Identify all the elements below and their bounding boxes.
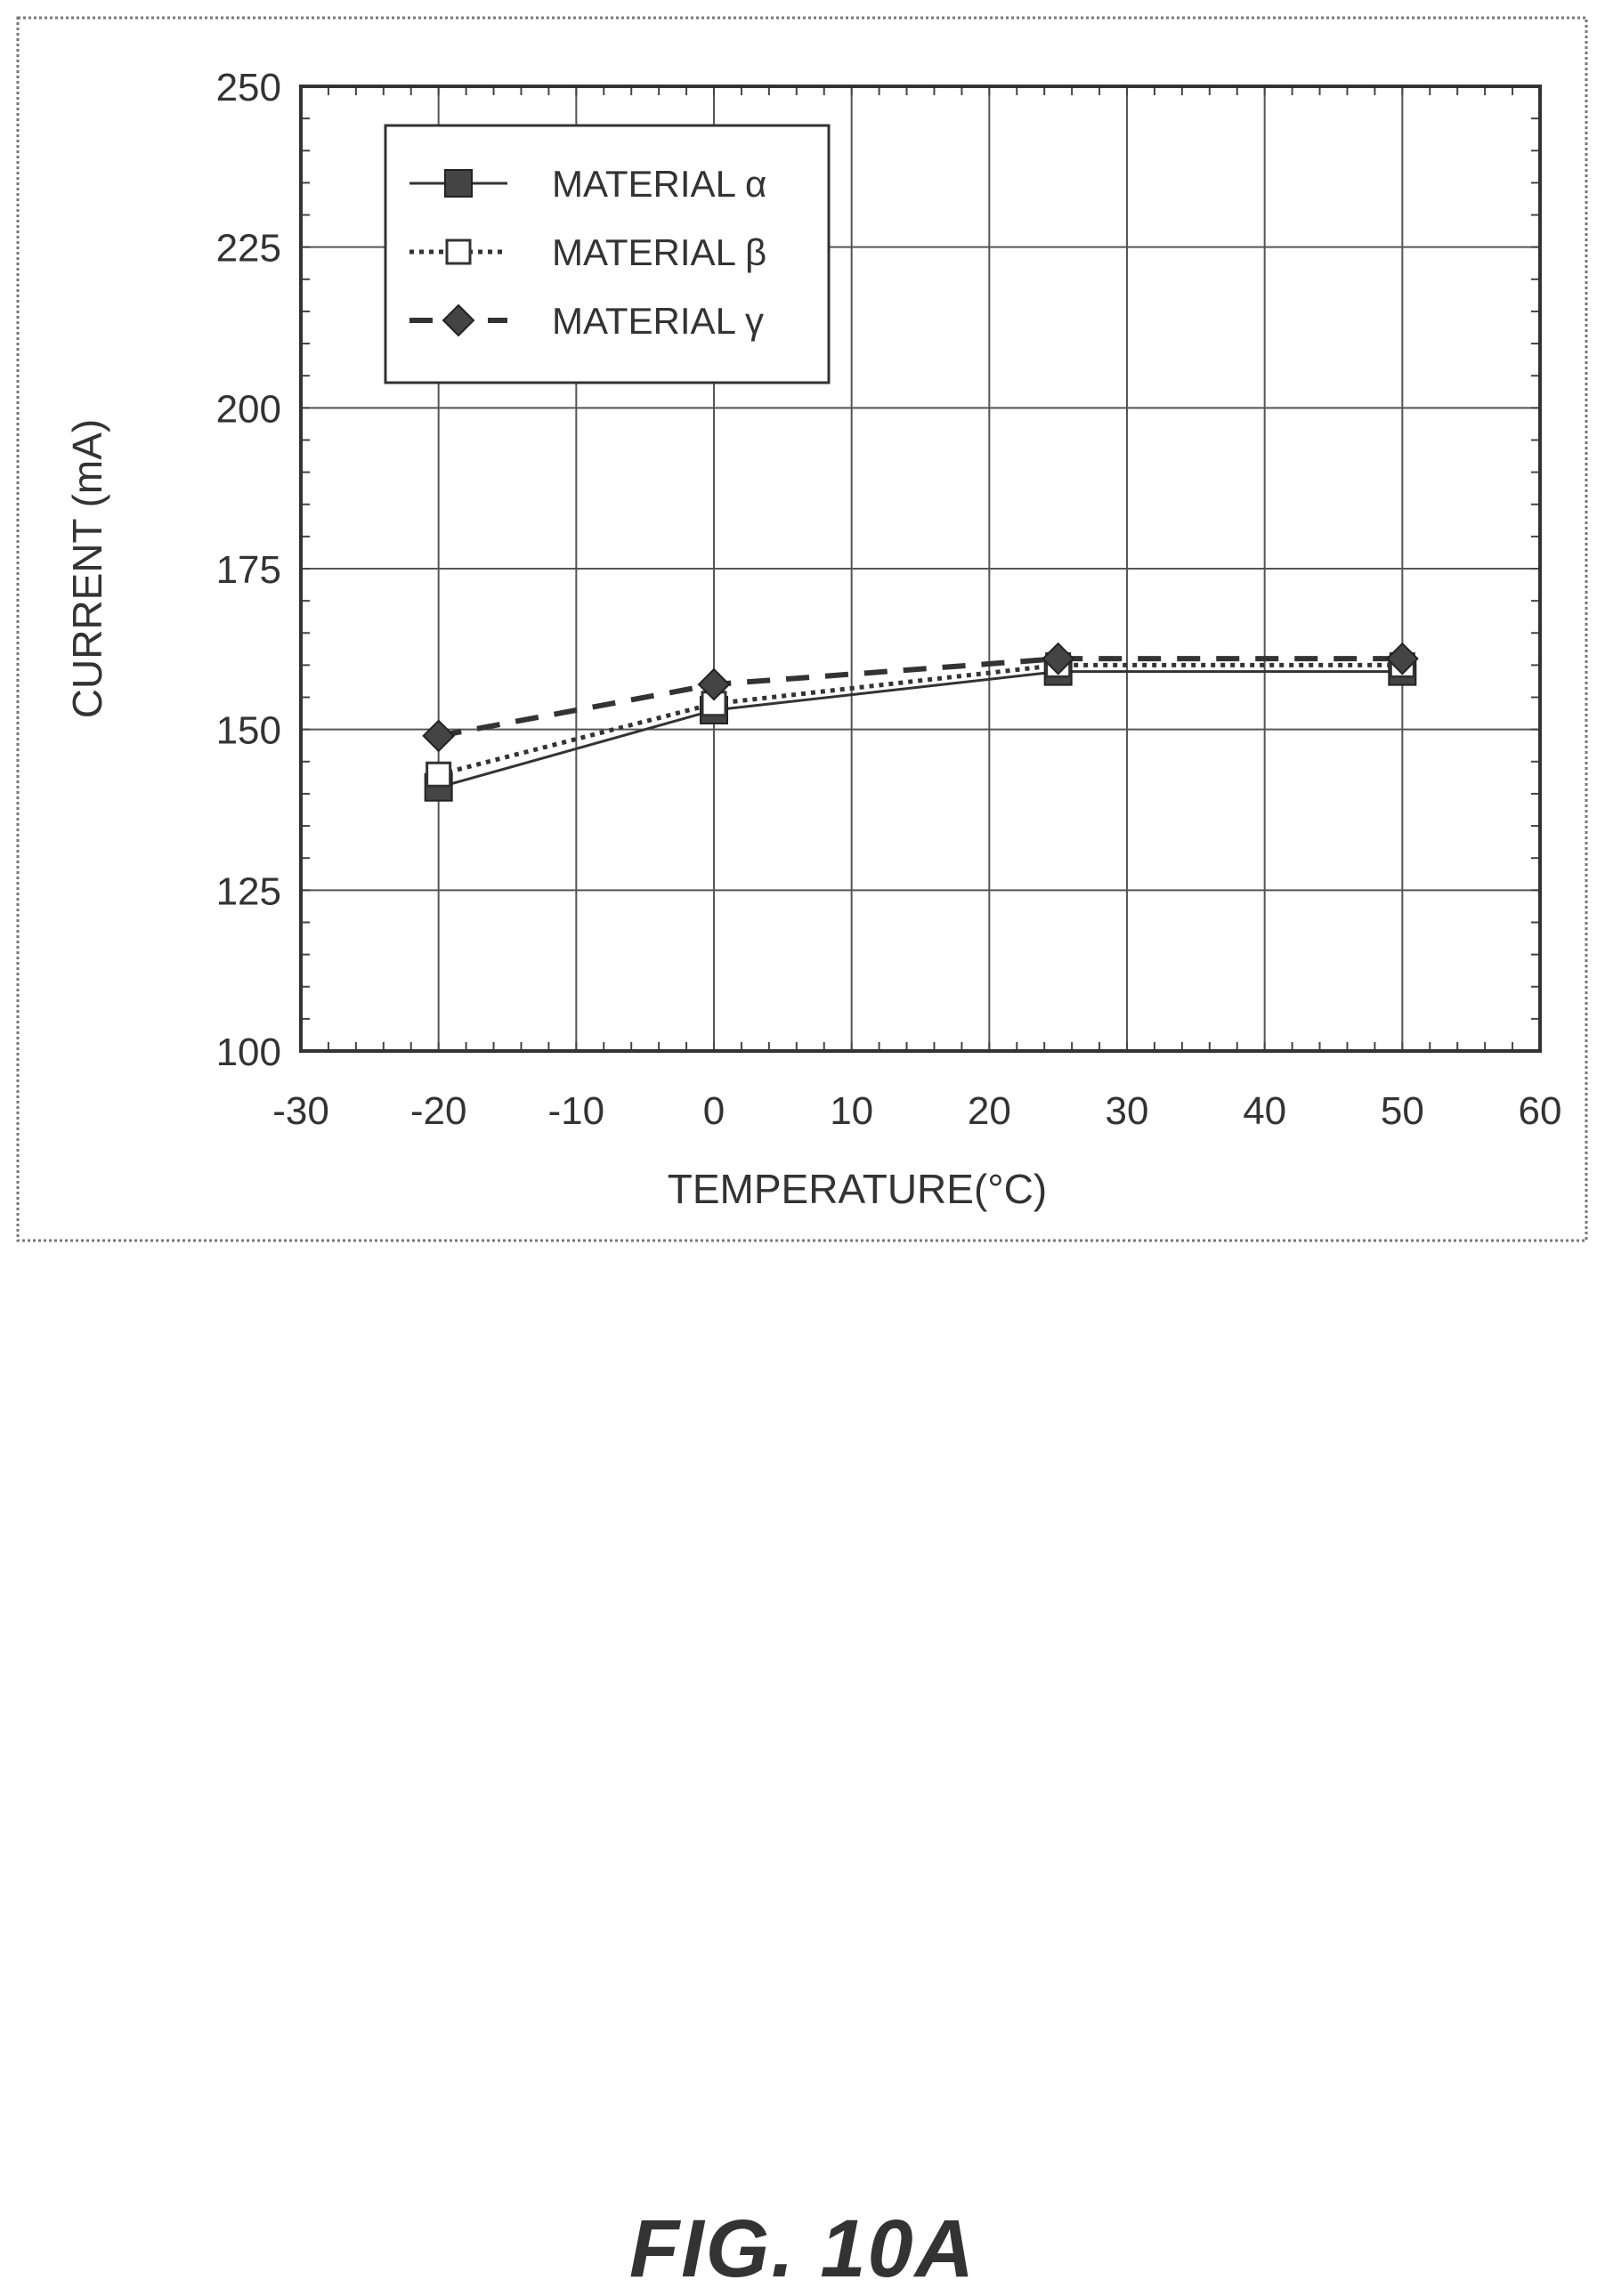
legend-marker [444, 169, 473, 198]
series-3 [422, 642, 1419, 753]
x-tick-label: -20 [410, 1089, 467, 1133]
x-tick-label: -30 [272, 1089, 329, 1133]
data-point [1385, 642, 1419, 675]
x-tick-label: 10 [830, 1089, 873, 1133]
legend-entry-label: MATERIAL α [552, 163, 766, 205]
y-tick-label: 150 [216, 709, 281, 753]
legend-entry-label: MATERIAL β [552, 231, 766, 273]
y-tick-label: 100 [216, 1031, 281, 1074]
x-tick-label: 60 [1519, 1089, 1562, 1133]
series-line [438, 662, 1403, 777]
data-point [426, 761, 452, 788]
x-tick-label: 30 [1106, 1089, 1149, 1133]
series-line [438, 656, 1403, 739]
legend: MATERIAL α MATERIAL β MATERIAL γ [384, 124, 831, 384]
data-point [701, 691, 727, 717]
x-tick-labels: -30 -20 -10 0 10 20 30 40 50 60 [272, 1089, 1561, 1133]
data-point [422, 719, 456, 753]
x-tick-label: -10 [548, 1089, 605, 1133]
data-point [1042, 642, 1075, 675]
x-tick-label: 20 [968, 1089, 1011, 1133]
legend-marker [445, 238, 472, 265]
y-tick-label: 175 [216, 548, 281, 592]
data-point [697, 667, 731, 701]
y-axis-title: CURRENT (mA) [64, 419, 110, 718]
y-tick-label: 250 [216, 66, 281, 109]
y-tick-label: 225 [216, 227, 281, 271]
x-tick-label: 40 [1243, 1089, 1286, 1133]
legend-entry-label: MATERIAL γ [552, 300, 764, 342]
plot-area-border [299, 85, 1542, 1053]
x-tick-label: 50 [1381, 1089, 1424, 1133]
series-2 [426, 651, 1415, 788]
figure-caption: FIG. 10A [628, 2203, 977, 2294]
figure-frame [16, 16, 1588, 1242]
legend-marker [442, 303, 475, 337]
y-tick-labels: 100 125 150 175 200 225 250 [216, 66, 281, 1074]
y-tick-label: 200 [216, 387, 281, 431]
series [422, 642, 1419, 802]
x-axis-title: TEMPERATURE(°C) [668, 1166, 1047, 1212]
x-tick-label: 0 [703, 1089, 725, 1133]
y-tick-label: 125 [216, 869, 281, 913]
series-line [438, 670, 1403, 789]
